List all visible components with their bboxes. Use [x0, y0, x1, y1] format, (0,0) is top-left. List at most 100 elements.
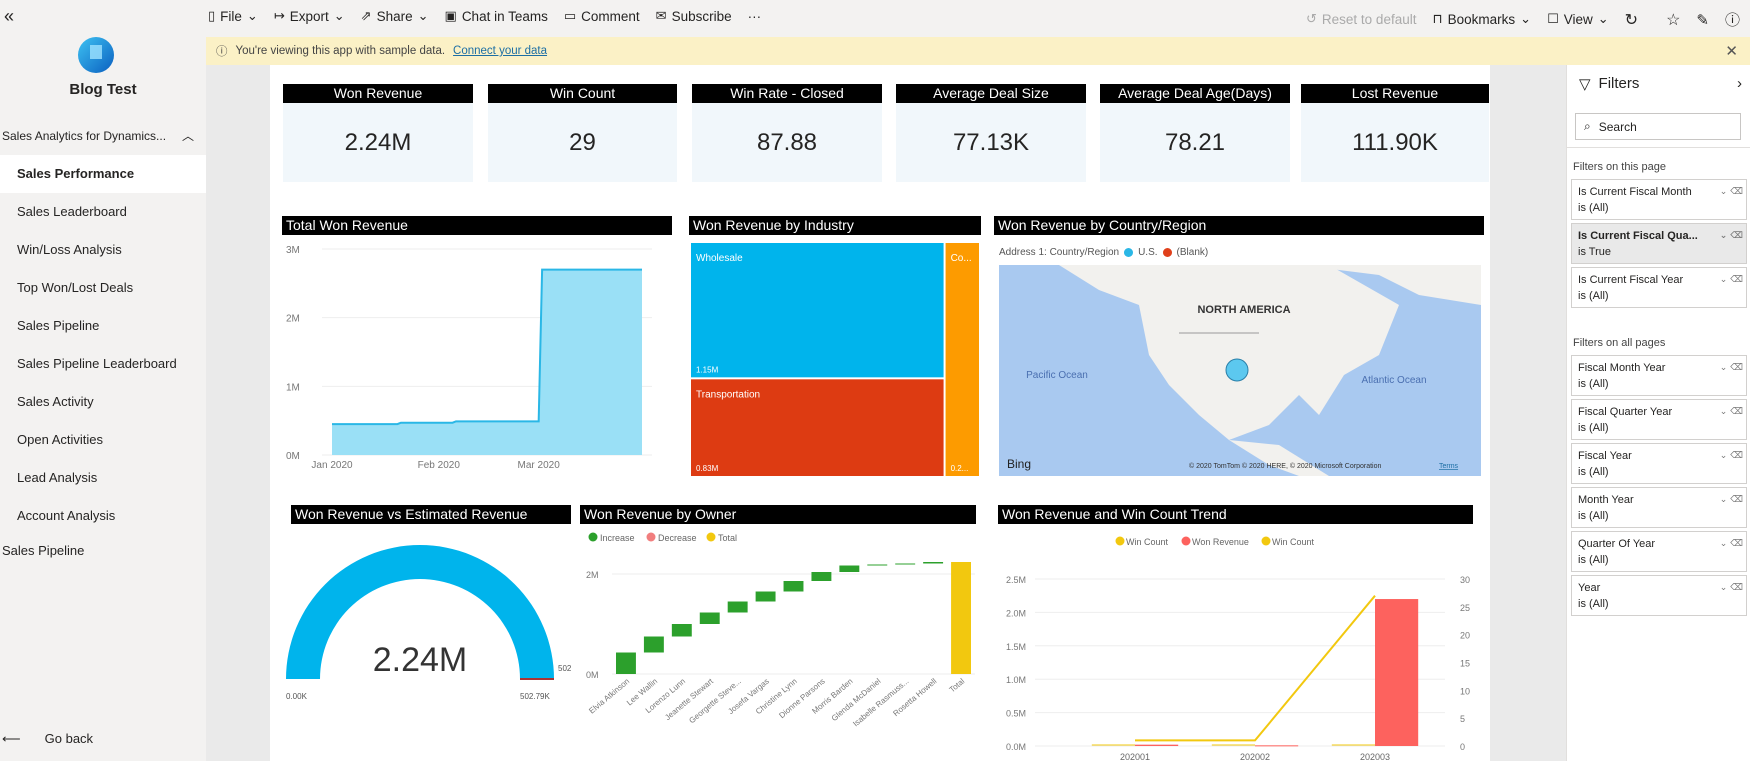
tile-label: Wholesale: [696, 253, 743, 264]
owner-title: Won Revenue by Owner: [580, 505, 976, 524]
kpi-card[interactable]: Win Rate - Closed 87.88: [692, 84, 882, 182]
x-tick-label: Total: [948, 676, 967, 694]
eraser-icon[interactable]: ⌫: [1730, 363, 1743, 373]
eraser-icon[interactable]: ⌫: [1730, 275, 1743, 285]
legend-dot: [1261, 536, 1271, 546]
eraser-icon[interactable]: ⌫: [1730, 495, 1743, 505]
subscribe-button[interactable]: ✉ Subscribe: [656, 9, 732, 24]
double-chevron-left-icon[interactable]: «: [4, 6, 15, 26]
bookmark-icon: ⊓: [1432, 12, 1443, 27]
edit-icon[interactable]: ✎: [1696, 11, 1709, 29]
industry-treemap[interactable]: Wholesale 1.15M Transportation 0.83M Co... 0.…: [689, 235, 981, 478]
eraser-icon[interactable]: ⌫: [1730, 539, 1743, 549]
waterfall-bar: [616, 652, 636, 674]
sidebar-item[interactable]: Sales Leaderboard: [17, 204, 127, 219]
kpi-card[interactable]: Average Deal Age(Days) 78.21: [1100, 84, 1290, 182]
more-button[interactable]: ···: [747, 9, 762, 24]
file-menu[interactable]: ▯ File ⌄: [208, 9, 258, 24]
map-terms-link[interactable]: Terms: [1439, 463, 1459, 470]
sidebar-item[interactable]: Top Won/Lost Deals: [17, 280, 134, 295]
reset-button[interactable]: ↺ Reset to default: [1306, 12, 1416, 27]
filter-value: is True: [1578, 246, 1612, 258]
chevron-down-icon[interactable]: ⌄: [1719, 231, 1728, 241]
comment-button[interactable]: ▭ Comment: [564, 9, 640, 24]
waterfall-bar: [755, 591, 776, 602]
x-tick-label: Elvia Atkinson: [587, 677, 631, 716]
filter-card[interactable]: Is Current Fiscal Month is (All) ⌄ ⌫: [1571, 179, 1747, 220]
nav-section-sales-analytics[interactable]: Sales Analytics for Dynamics... ︿: [0, 117, 206, 155]
won-vs-estimated-gauge[interactable]: 2.24M 0.00K 502.79K 502.79K: [282, 524, 572, 744]
connect-data-link[interactable]: Connect your data: [453, 45, 548, 57]
land-north-america: [1059, 265, 1399, 440]
view-icon: ☐: [1547, 12, 1559, 27]
map-copyright: © 2020 TomTom © 2020 HERE, © 2020 Micros…: [1189, 462, 1381, 470]
x-tick-label: 202003: [1360, 752, 1390, 761]
chevron-down-icon[interactable]: ⌄: [1719, 451, 1728, 461]
page-filters-heading: Filters on this page: [1573, 161, 1666, 173]
sidebar-item[interactable]: Sales Pipeline: [17, 318, 100, 333]
nav-section-sales-pipeline[interactable]: Sales Pipeline: [2, 543, 85, 558]
filter-card[interactable]: Year is (All) ⌄ ⌫: [1571, 575, 1747, 616]
chevron-down-icon[interactable]: ⌄: [1719, 495, 1728, 505]
eraser-icon[interactable]: ⌫: [1730, 451, 1743, 461]
sidebar-item[interactable]: Sales Performance: [0, 155, 206, 193]
kpi-card[interactable]: Win Count 29: [488, 84, 677, 182]
filter-card[interactable]: Is Current Fiscal Year is (All) ⌄ ⌫: [1571, 267, 1747, 308]
filter-card[interactable]: Is Current Fiscal Qua... is True ⌄ ⌫: [1571, 223, 1747, 264]
sidebar-item[interactable]: Lead Analysis: [17, 470, 98, 485]
chat-in-teams-button[interactable]: ▣ Chat in Teams: [445, 9, 548, 24]
export-menu[interactable]: ↦ Export ⌄: [274, 9, 345, 24]
y-left-tick: 0.0M: [1006, 742, 1026, 752]
eraser-icon[interactable]: ⌫: [1730, 187, 1743, 197]
eraser-icon[interactable]: ⌫: [1730, 231, 1743, 241]
map[interactable]: NORTH AMERICA Pacific Ocean Atlantic Oce…: [999, 265, 1481, 476]
sidebar-item[interactable]: Account Analysis: [17, 508, 116, 523]
trend-combo-chart[interactable]: Win Count Won Revenue Win Count 0.0M 0.5M 1.0…: [990, 524, 1490, 761]
info-icon[interactable]: ⓘ: [1724, 12, 1740, 29]
chevron-down-icon[interactable]: ⌄: [1719, 363, 1728, 373]
total-won-revenue-chart[interactable]: 0M 1M 2M 3M Jan 2020 Feb 2020 Mar 2020: [282, 235, 672, 478]
revenue-bar: [1255, 745, 1299, 747]
us-bubble[interactable]: [1225, 358, 1249, 382]
chevron-down-icon[interactable]: ⌄: [1719, 539, 1728, 549]
filter-card[interactable]: Fiscal Quarter Year is (All) ⌄ ⌫: [1571, 399, 1747, 440]
filter-card[interactable]: Fiscal Month Year is (All) ⌄ ⌫: [1571, 355, 1747, 396]
sidebar-item[interactable]: Sales Activity: [17, 394, 94, 409]
view-menu[interactable]: ☐ View ⌄: [1547, 12, 1609, 27]
star-icon[interactable]: ☆: [1666, 11, 1681, 29]
chevron-right-icon[interactable]: ›: [1737, 75, 1742, 92]
chevron-down-icon[interactable]: ⌄: [1719, 187, 1728, 197]
eraser-icon[interactable]: ⌫: [1730, 407, 1743, 417]
kpi-card[interactable]: Average Deal Size 77.13K: [896, 84, 1086, 182]
kpi-card[interactable]: Lost Revenue 111.90K: [1301, 84, 1489, 182]
sidebar-item[interactable]: Sales Pipeline Leaderboard: [17, 356, 177, 371]
waterfall-bar: [783, 581, 804, 592]
area-fill: [332, 269, 642, 455]
filter-name: Is Current Fiscal Year: [1578, 274, 1684, 286]
close-icon[interactable]: ✕: [1725, 43, 1738, 60]
filter-card[interactable]: Month Year is (All) ⌄ ⌫: [1571, 487, 1747, 528]
filter-controls: ⌄ ⌫: [1720, 448, 1743, 464]
sidebar-item[interactable]: Open Activities: [17, 432, 103, 447]
eraser-icon[interactable]: ⌫: [1730, 583, 1743, 593]
revenue-bar: [1135, 744, 1179, 746]
y-left-tick: 0.5M: [1006, 709, 1026, 719]
export-icon: ↦: [273, 9, 285, 24]
area-line: [332, 268, 642, 426]
section-label: Sales Analytics for Dynamics...: [2, 129, 167, 143]
chevron-down-icon[interactable]: ⌄: [1719, 407, 1728, 417]
filter-value: is (All): [1578, 554, 1609, 566]
go-back-button[interactable]: ⟵ Go back: [0, 720, 206, 758]
filter-card[interactable]: Quarter Of Year is (All) ⌄ ⌫: [1571, 531, 1747, 572]
share-menu[interactable]: ⇗ Share ⌄: [361, 9, 429, 24]
chevron-down-icon[interactable]: ⌄: [1719, 583, 1728, 593]
bookmarks-menu[interactable]: ⊓ Bookmarks ⌄: [1432, 12, 1531, 27]
chevron-down-icon[interactable]: ⌄: [1719, 275, 1728, 285]
sidebar-item[interactable]: Win/Loss Analysis: [17, 242, 122, 257]
y-tick-label: 1M: [286, 382, 300, 393]
filter-card[interactable]: Fiscal Year is (All) ⌄ ⌫: [1571, 443, 1747, 484]
filter-search-input[interactable]: ⌕ Search: [1575, 113, 1741, 140]
kpi-card[interactable]: Won Revenue 2.24M: [283, 84, 473, 182]
refresh-icon[interactable]: ↻: [1624, 11, 1639, 29]
